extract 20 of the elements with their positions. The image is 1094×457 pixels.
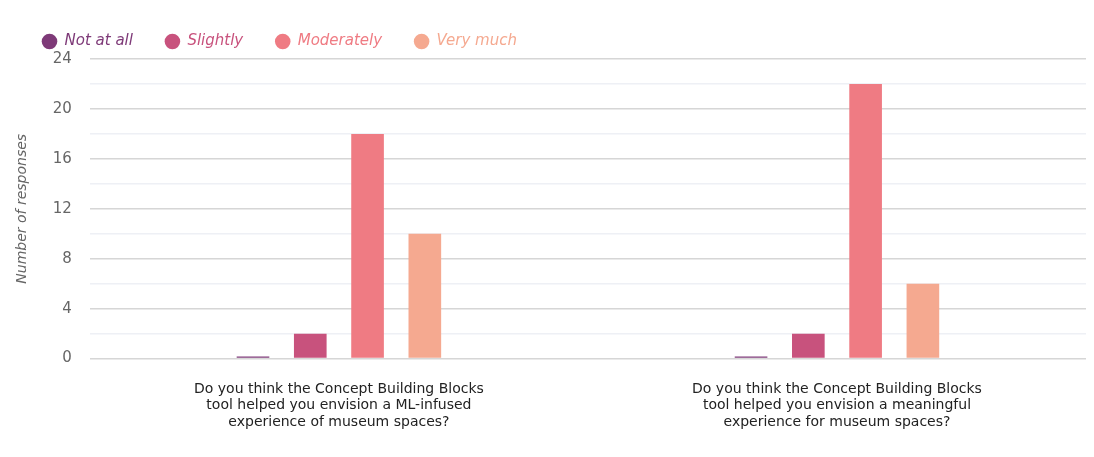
y-tick-label: 0 (62, 348, 72, 367)
bar (293, 333, 327, 358)
y-tick-label: 16 (52, 148, 72, 167)
y-tick-label: 12 (52, 198, 72, 217)
x-tick-label: Do you think the Concept Building Blocks tool helped you envision a ML-infused experience of museum spaces? (193, 379, 484, 430)
y-tick-label: 20 (52, 98, 72, 117)
bar (408, 233, 442, 358)
y-axis-title: Number of responses (13, 133, 30, 284)
y-tick-label: 8 (62, 248, 72, 267)
legend-label: Moderately (297, 31, 384, 50)
y-tick-label: 24 (52, 48, 72, 67)
bar (792, 333, 825, 358)
y-tick-label: 4 (62, 298, 72, 317)
bar (906, 283, 940, 358)
bar (351, 133, 384, 358)
bar (849, 83, 882, 358)
x-tick-label: Do you think the Concept Building Blocks tool helped you envision a meaningful experience for museum spaces? (692, 379, 982, 430)
legend-label: Slightly (187, 31, 245, 50)
legend-label: Very much (436, 31, 517, 50)
legend-label: Not at all (64, 31, 134, 50)
